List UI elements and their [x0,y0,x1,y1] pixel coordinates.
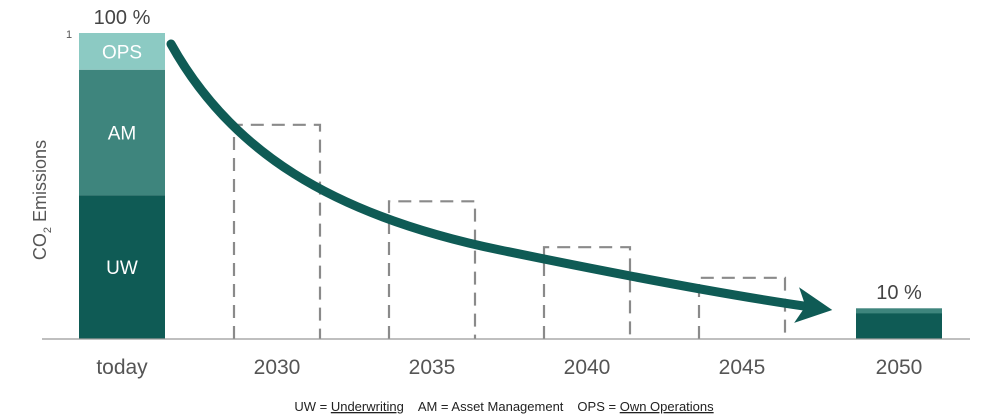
arrow-layer [166,39,833,323]
start-percent-label: 100 % [94,7,151,29]
target-bar-2040 [542,246,632,339]
today-bar-segment-ops [79,33,165,70]
abbreviation-legend: UW = Underwriting AM = Asset Management OP… [294,399,714,414]
x-tick-2040: 2040 [564,356,611,379]
legend-ops-word: Own Operations [620,399,714,414]
end-percent-label: 10 % [876,282,922,304]
legend-am: AM = Asset Management [418,399,564,414]
legend-uw: UW = [294,399,330,414]
today-bar-segment-am [79,69,165,196]
legend-ops: OPS = [577,399,619,414]
final-bar-top [856,308,942,314]
segment-label-uw: UW [106,258,138,279]
x-tick-2050: 2050 [876,356,923,379]
segment-label-am: AM [108,123,137,144]
target-bar-2035 [387,200,477,339]
x-tick-2035: 2035 [409,356,456,379]
labels-layer: UW AM OPS today 2030 2035 2040 2045 2050 [96,42,922,379]
x-tick-2030: 2030 [254,356,301,379]
reduction-arrow [166,39,833,323]
y-max-tick: 1 [66,29,72,41]
target-bar-2045 [697,276,787,339]
bars-layer [79,33,942,339]
today-bar-segment-uw [79,195,165,339]
x-tick-today: today [96,356,148,379]
final-bar-2050 [856,308,942,339]
segment-label-ops: OPS [102,42,142,63]
y-axis-label: CO2 Emissions [30,140,54,260]
target-bar-2030 [232,123,322,339]
legend-uw-word: Underwriting [331,399,404,414]
x-tick-2045: 2045 [719,356,766,379]
